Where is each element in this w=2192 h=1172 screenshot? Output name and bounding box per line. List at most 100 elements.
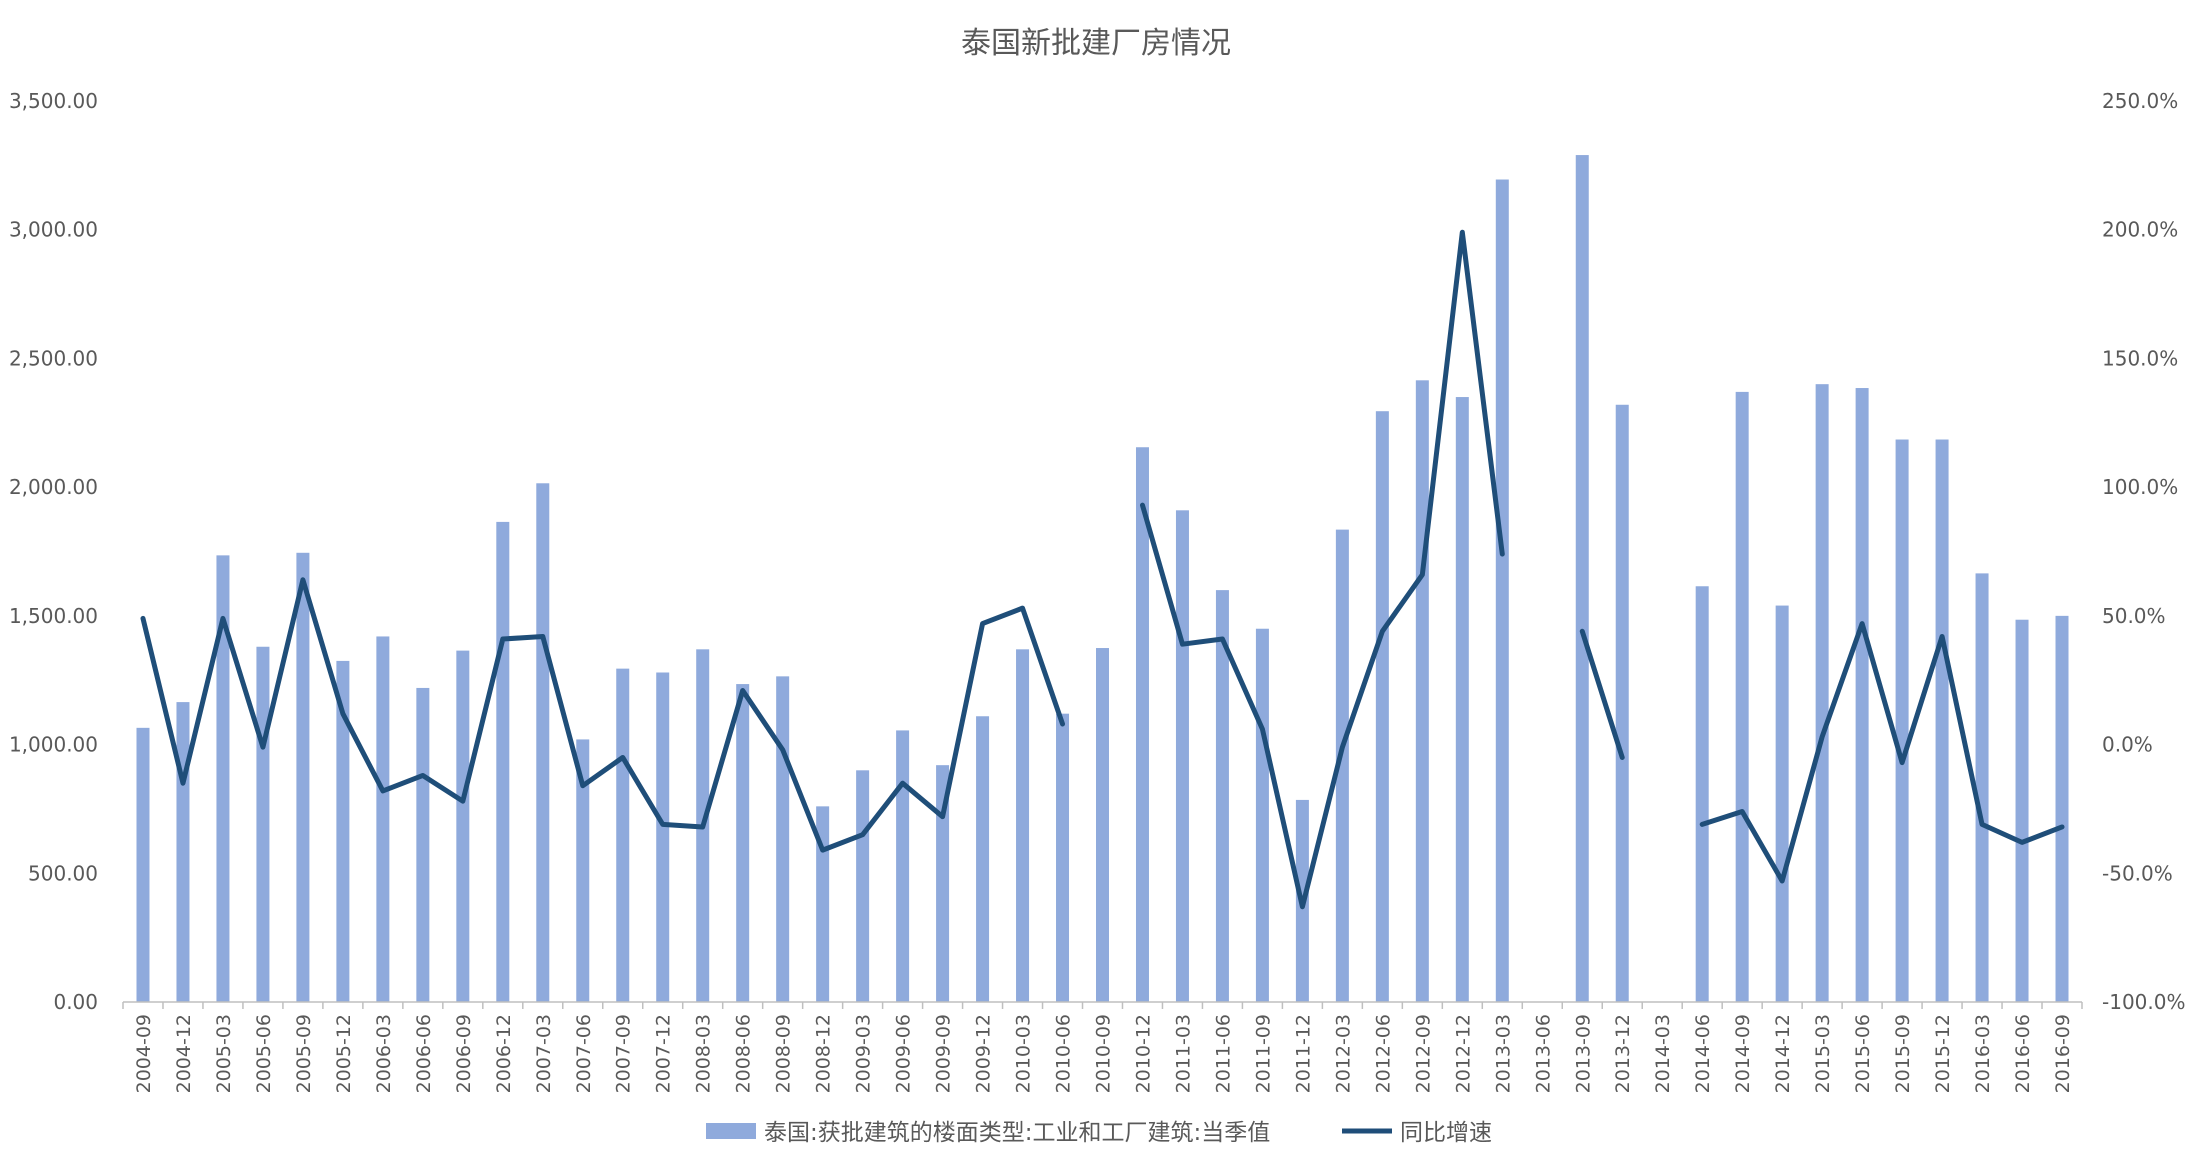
x-tick-label: 2016-09 [2052,1014,2074,1093]
x-tick-label: 2015-09 [1892,1014,1914,1093]
bar [616,668,630,1002]
bar [856,770,870,1002]
x-tick-label: 2015-06 [1852,1014,1874,1093]
x-tick-label: 2004-12 [173,1014,195,1093]
x-tick-label: 2005-06 [253,1014,275,1093]
legend-swatch-bar [706,1123,756,1139]
left-tick-label: 1,500.00 [9,604,98,628]
x-tick-label: 2006-12 [493,1014,515,1093]
x-tick-label: 2006-06 [413,1014,435,1093]
legend: 泰国:获批建筑的楼面类型:工业和工厂建筑:当季值 同比增速 [706,1120,1492,1146]
right-tick-label: 100.0% [2102,475,2178,499]
bar [1415,380,1429,1002]
right-tick-label: 150.0% [2102,346,2178,370]
bar [1096,648,1109,1002]
x-tick-label: 2015-03 [1812,1014,1834,1093]
bar [816,806,830,1002]
bar [416,687,430,1002]
right-axis: -100.0% -50.0% 0.0% 50.0% 100.0% 150.0% 200.0%… [2102,89,2185,1014]
x-tick-label: 2006-03 [373,1014,395,1093]
bar [1695,586,1709,1002]
bar [1135,447,1149,1002]
bar [736,684,750,1002]
x-tick-label: 2013-03 [1492,1014,1514,1093]
x-tick-label: 2011-12 [1292,1014,1314,1093]
bar [1615,404,1629,1002]
bar [176,702,190,1002]
bar [1375,411,1389,1002]
bar [976,716,990,1002]
bar [1016,649,1030,1002]
bar [296,552,310,1002]
x-tick-label: 2007-09 [613,1014,635,1093]
bar [1255,628,1269,1002]
x-tick-label: 2007-03 [533,1014,555,1093]
bar [2055,615,2069,1002]
left-tick-label: 2,000.00 [9,475,98,499]
x-tick-label: 2011-03 [1172,1014,1194,1093]
left-tick-label: 2,500.00 [9,346,98,370]
bar [336,660,350,1002]
x-tick-label: 2013-06 [1532,1014,1554,1093]
x-tick-label: 2015-12 [1932,1014,1954,1093]
x-tick-label: 2013-12 [1612,1014,1634,1093]
bar [656,672,670,1002]
x-tick-label: 2004-09 [133,1014,155,1093]
x-tick-label: 2007-06 [573,1014,595,1093]
bar [1735,391,1749,1002]
bar [136,727,150,1002]
bar [216,555,230,1002]
x-tick-label: 2005-12 [333,1014,355,1093]
bar [1775,605,1789,1002]
right-tick-label: -50.0% [2102,861,2173,885]
x-tick-label: 2014-12 [1772,1014,1794,1093]
right-tick-label: 50.0% [2102,604,2166,628]
left-tick-label: 1,000.00 [9,733,98,757]
series-line [1139,229,1505,910]
bar [256,646,270,1002]
x-tick-label: 2008-12 [813,1014,835,1093]
x-tick-label: 2009-09 [933,1014,955,1093]
x-axis: 2004-09 2004-12 2005-03 2005-06 2005-09 2005-… [122,1001,2083,1093]
series-line [1579,628,1625,760]
x-tick-label: 2010-09 [1093,1014,1115,1093]
bar [536,483,550,1002]
x-tick-label: 2011-09 [1252,1014,1274,1093]
bar [1056,713,1070,1002]
left-tick-label: 0.00 [53,990,98,1014]
bar [1575,155,1589,1002]
x-tick-label: 2006-09 [453,1014,475,1093]
x-tick-label: 2010-03 [1013,1014,1035,1093]
x-tick-label: 2012-06 [1372,1014,1394,1093]
bar [1975,573,1989,1002]
left-tick-label: 500.00 [28,861,98,885]
series-line [140,577,1066,853]
line-series [140,229,2065,910]
chart-title: 泰国新批建厂房情况 [961,26,1231,61]
x-tick-label: 2011-06 [1212,1014,1234,1093]
right-tick-label: 250.0% [2102,89,2178,113]
x-tick-label: 2014-03 [1652,1014,1674,1093]
bar-series [136,155,2069,1003]
bar [1215,590,1229,1002]
x-tick-label: 2008-03 [693,1014,715,1093]
x-tick-label: 2010-12 [1132,1014,1154,1093]
right-tick-label: -100.0% [2102,990,2185,1014]
x-tick-label: 2014-06 [1692,1014,1714,1093]
bar [496,521,510,1002]
legend-label-bar: 泰国:获批建筑的楼面类型:工业和工厂建筑:当季值 [764,1120,1270,1146]
bar [456,650,470,1002]
bar [1495,179,1509,1002]
bar [1815,384,1829,1003]
x-tick-label: 2012-03 [1332,1014,1354,1093]
right-tick-label: 0.0% [2102,733,2153,757]
bar [2015,619,2029,1002]
x-tick-label: 2010-06 [1053,1014,1075,1093]
bar [896,730,910,1002]
bar [1935,439,1949,1003]
x-tick-label: 2009-06 [893,1014,915,1093]
x-tick-label: 2016-06 [2012,1014,2034,1093]
x-tick-label: 2009-03 [853,1014,875,1093]
x-tick-label: 2012-09 [1412,1014,1434,1093]
left-tick-label: 3,500.00 [9,89,98,113]
